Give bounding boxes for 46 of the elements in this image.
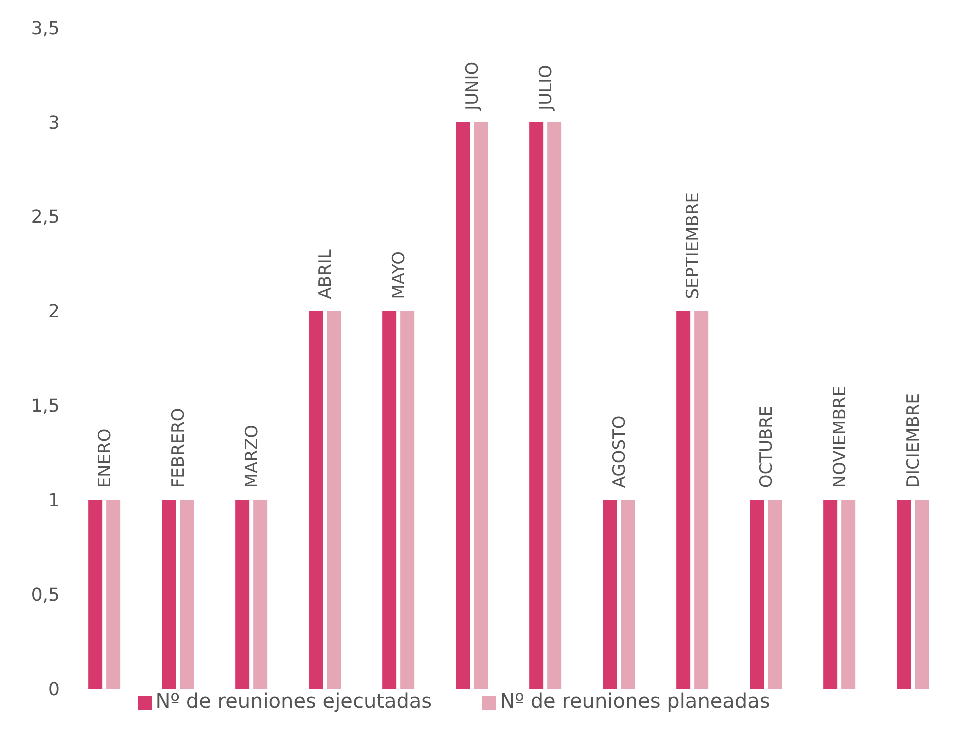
bar bbox=[254, 500, 268, 689]
bar bbox=[915, 500, 930, 689]
bar bbox=[768, 500, 782, 689]
y-tick-label: 2 bbox=[48, 302, 60, 323]
y-tick-label: 2,5 bbox=[31, 207, 60, 228]
bar bbox=[694, 311, 709, 689]
bar bbox=[88, 500, 103, 689]
bar bbox=[474, 122, 488, 689]
bar bbox=[327, 311, 342, 689]
bar bbox=[548, 122, 562, 689]
y-tick-label: 1,5 bbox=[31, 396, 60, 418]
x-tick-label: FEBRERO bbox=[169, 408, 190, 488]
x-tick-label: NOVIEMBRE bbox=[830, 386, 851, 488]
bar bbox=[897, 500, 912, 689]
bar bbox=[603, 500, 618, 689]
bar bbox=[400, 311, 415, 689]
bar bbox=[180, 500, 194, 689]
bar bbox=[162, 500, 176, 689]
legend-label: Nº de reuniones planeadas bbox=[500, 689, 770, 713]
bar bbox=[456, 122, 470, 689]
x-tick-label: JUNIO bbox=[463, 62, 484, 112]
bar bbox=[750, 500, 764, 689]
y-tick-label: 1 bbox=[48, 490, 60, 512]
bar bbox=[676, 311, 691, 689]
bar bbox=[382, 311, 397, 689]
x-tick-label: OCTUBRE bbox=[757, 406, 778, 488]
y-tick-label: 0,5 bbox=[31, 584, 60, 606]
x-tick-label: AGOSTO bbox=[610, 416, 630, 488]
x-tick-label: MARZO bbox=[242, 425, 263, 488]
bar bbox=[621, 500, 636, 689]
legend-label: Nº de reuniones ejecutadas bbox=[156, 689, 432, 713]
bar bbox=[530, 122, 544, 689]
bar bbox=[309, 311, 324, 689]
x-tick-label: SEPTIEMBRE bbox=[684, 192, 704, 300]
bar bbox=[106, 500, 121, 689]
x-tick-label: DICIEMBRE bbox=[904, 394, 924, 488]
x-tick-label: ABRIL bbox=[316, 249, 336, 300]
bar bbox=[824, 500, 838, 689]
y-tick-label: 3,5 bbox=[31, 18, 60, 40]
x-tick-label: ENERO bbox=[96, 428, 116, 488]
bar bbox=[236, 500, 250, 689]
x-tick-label: MAYO bbox=[390, 251, 410, 300]
y-tick-label: 3 bbox=[48, 112, 60, 134]
x-tick-label: JULIO bbox=[536, 65, 557, 112]
y-tick-label: 0 bbox=[48, 679, 60, 700]
bar bbox=[842, 500, 856, 689]
